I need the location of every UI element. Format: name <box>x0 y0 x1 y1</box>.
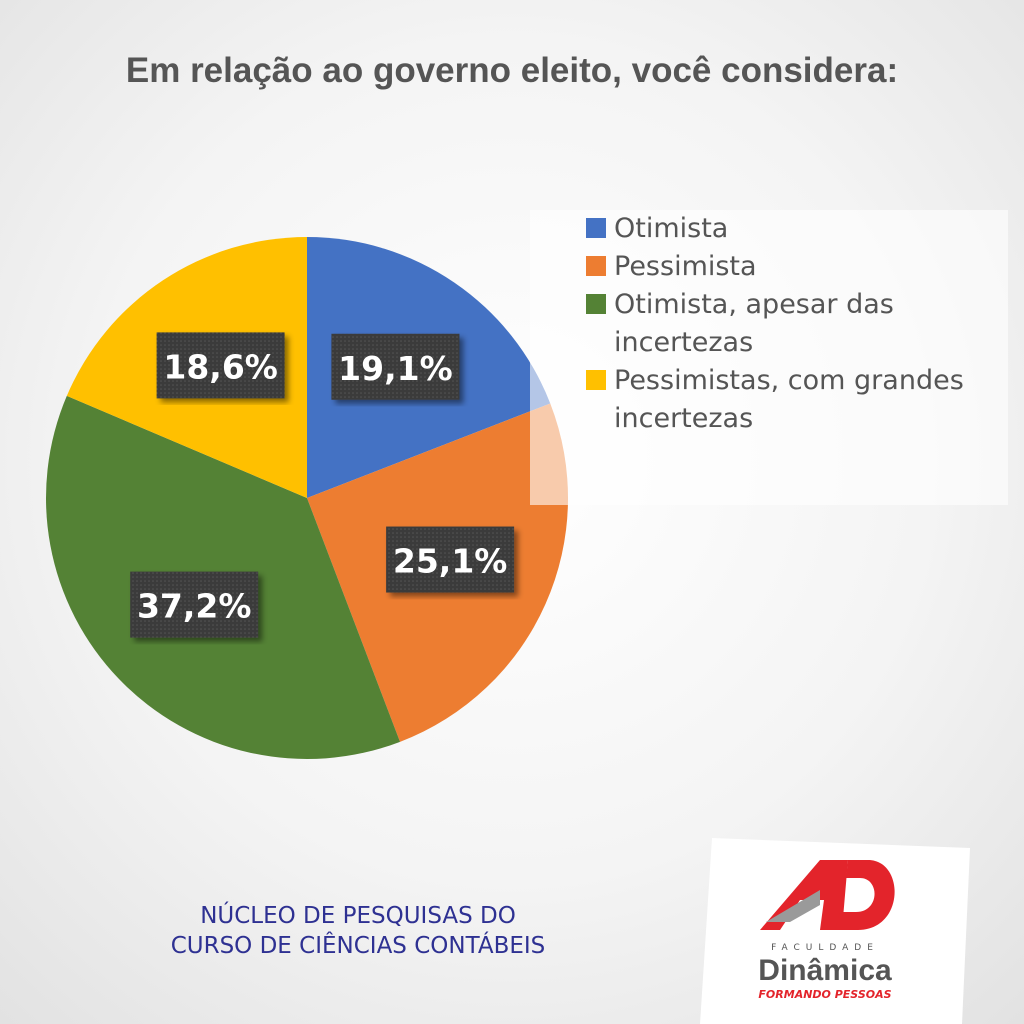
legend-swatch <box>586 294 606 314</box>
label-box <box>331 333 460 400</box>
legend-label: Otimista, apesar das incertezas <box>614 289 894 358</box>
logo-panel <box>700 838 970 1024</box>
logo-a-shade <box>766 890 820 922</box>
legend-item: Pessimista <box>586 248 986 286</box>
logo-a <box>760 860 848 930</box>
legend-label: Pessimista <box>614 251 757 282</box>
legend-item: Otimista <box>586 210 986 248</box>
data-label: 19,1% <box>338 349 453 388</box>
legend-item: Otimista, apesar das incertezas <box>586 286 986 362</box>
label-box <box>156 332 285 399</box>
logo-tagline: FORMANDO PESSOAS <box>758 988 891 1001</box>
legend-swatch <box>586 370 606 390</box>
legend: Otimista Pessimista Otimista, apesar das i… <box>530 210 1008 505</box>
legend-swatch <box>586 256 606 276</box>
label-box <box>386 526 515 593</box>
chart-title: Em relação ao governo eleito, você consi… <box>126 51 898 90</box>
legend-item: Pessimistas, com grandes incertezas <box>586 362 986 438</box>
footer-line: NÚCLEO DE PESQUISAS DO <box>200 901 516 929</box>
data-label: 37,2% <box>137 587 252 626</box>
data-label: 25,1% <box>393 542 508 581</box>
footer-line: CURSO DE CIÊNCIAS CONTÁBEIS <box>171 931 546 959</box>
legend-label: Pessimistas, com grandes incertezas <box>614 365 964 434</box>
logo-top: FACULDADE <box>771 943 879 953</box>
legend-swatch <box>586 218 606 238</box>
logo-name: Dinâmica <box>758 954 892 987</box>
data-label: 18,6% <box>163 347 278 386</box>
logo-d <box>835 860 895 930</box>
label-box <box>130 571 259 638</box>
legend-label: Otimista <box>614 213 729 244</box>
